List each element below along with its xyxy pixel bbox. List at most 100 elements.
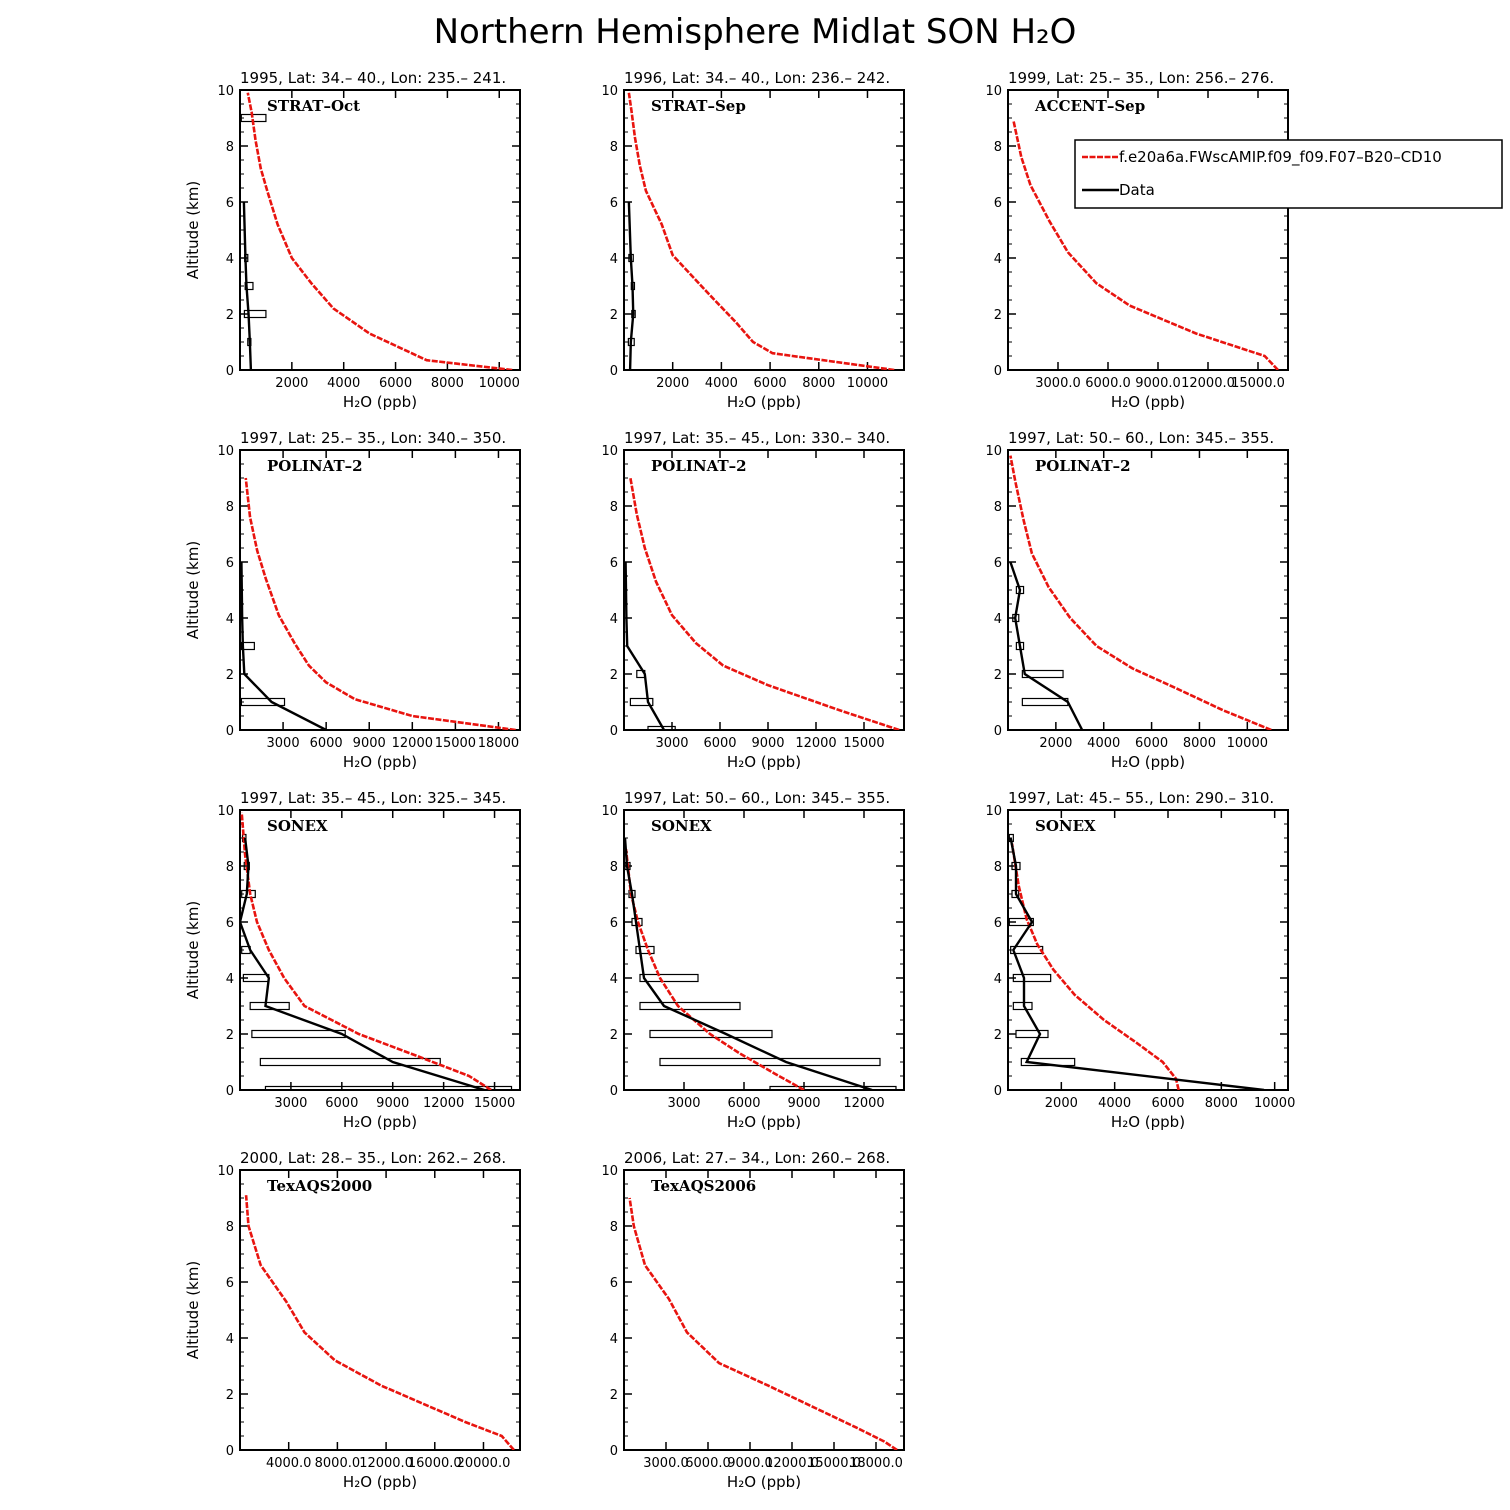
panel-title: 2000, Lat: 28.– 35., Lon: 262.– 268. <box>240 1149 506 1167</box>
x-tick-label: 9000 <box>376 1096 409 1111</box>
data-range-box <box>1012 1001 1033 1011</box>
x-axis-label: H₂O (ppb) <box>727 1113 801 1131</box>
x-tick-label: 3000 <box>274 1096 307 1111</box>
x-tick-label: 9000 <box>751 736 784 751</box>
data-range-box <box>249 1001 290 1011</box>
y-tick-label: 0 <box>610 364 618 379</box>
plot-area <box>624 477 900 730</box>
plot-area <box>627 92 895 370</box>
data-range-box <box>244 281 254 291</box>
y-tick-label: 6 <box>226 916 234 931</box>
x-tick-label: 15000 <box>474 1096 515 1111</box>
plot-frame <box>239 89 521 371</box>
y-tick-label: 6 <box>610 1276 618 1291</box>
legend-box <box>1074 139 1503 209</box>
x-tick-label: 12000.0 <box>1181 376 1235 391</box>
y-tick-label: 10 <box>985 804 1002 819</box>
x-tick-label: 9000.0 <box>727 1456 773 1471</box>
data-line <box>624 837 873 1090</box>
y-tick-label: 2 <box>610 308 618 323</box>
data-range-box <box>1015 1029 1049 1039</box>
model-line <box>244 477 516 730</box>
y-tick-label: 8 <box>994 860 1002 875</box>
y-tick-label: 10 <box>601 84 618 99</box>
y-tick-label: 8 <box>610 140 618 155</box>
y-tick-label: 4 <box>226 252 234 267</box>
x-tick-label: 10000 <box>479 376 520 391</box>
y-tick-label: 10 <box>217 444 234 459</box>
x-axis-label: H₂O (ppb) <box>1111 753 1185 771</box>
x-tick-label: 8000 <box>431 376 464 391</box>
data-range-box <box>259 1057 441 1067</box>
plot-frame <box>239 1169 521 1451</box>
x-tick-label: 2000 <box>1039 736 1072 751</box>
x-tick-label: 6000 <box>727 1096 760 1111</box>
x-axis-label: H₂O (ppb) <box>727 1473 801 1491</box>
y-tick-label: 6 <box>610 196 618 211</box>
y-tick-label: 8 <box>610 1220 618 1235</box>
panel-title: 1997, Lat: 25.– 35., Lon: 340.– 350. <box>240 429 506 447</box>
y-tick-label: 0 <box>226 364 234 379</box>
data-range-box <box>649 1029 773 1039</box>
legend-model-label: f.e20a6a.FWscAMIP.f09_f09.F07–B20–CD10 <box>1119 148 1442 167</box>
plot-area <box>1012 120 1279 370</box>
y-tick-label: 10 <box>985 444 1002 459</box>
y-tick-label: 2 <box>226 1388 234 1403</box>
data-range-box <box>1021 697 1069 707</box>
data-line <box>242 201 253 370</box>
x-tick-label: 6000 <box>754 376 787 391</box>
x-axis-label: H₂O (ppb) <box>1111 393 1185 411</box>
x-tick-label: 6000 <box>1151 1096 1184 1111</box>
panel-1: 1995, Lat: 34.– 40., Lon: 235.– 241. 0 2 4 6… <box>184 69 521 411</box>
plot-frame <box>623 1169 905 1451</box>
x-tick-label: 6000.0 <box>685 1456 731 1471</box>
y-tick-label: 8 <box>610 860 618 875</box>
y-axis-label: Altitude (km) <box>184 901 202 999</box>
x-axis-label: H₂O (ppb) <box>343 1113 417 1131</box>
x-tick-label: 9000 <box>353 736 386 751</box>
x-axis-label: H₂O (ppb) <box>343 393 417 411</box>
y-tick-label: 8 <box>226 1220 234 1235</box>
panel-5: 1997, Lat: 35.– 45., Lon: 330.– 340. 0 2 4 6… <box>601 429 905 771</box>
data-range-box <box>639 973 699 983</box>
y-tick-label: 10 <box>217 1164 234 1179</box>
campaign-label: SONEX <box>1035 817 1096 835</box>
data-range-box <box>639 1001 741 1011</box>
data-range-box <box>629 697 654 707</box>
y-tick-label: 6 <box>610 916 618 931</box>
y-tick-label: 0 <box>994 1084 1002 1099</box>
data-line <box>240 561 327 730</box>
plot-frame <box>623 809 905 1091</box>
model-line <box>244 1195 515 1450</box>
model-line <box>1010 843 1180 1090</box>
x-tick-label: 15000.0 <box>1231 376 1285 391</box>
y-tick-label: 6 <box>994 196 1002 211</box>
plot-frame <box>623 449 905 731</box>
plot-frame <box>623 89 905 371</box>
model-line <box>624 849 805 1090</box>
x-tick-label: 12000 <box>795 736 836 751</box>
data-range-box <box>240 697 286 707</box>
y-tick-label: 2 <box>994 1028 1002 1043</box>
x-axis-label: H₂O (ppb) <box>1111 1113 1185 1131</box>
data-range-box <box>769 1085 897 1090</box>
y-tick-label: 4 <box>994 972 1002 987</box>
x-tick-label: 2000 <box>275 376 308 391</box>
y-tick-label: 8 <box>226 140 234 155</box>
panel-title: 1996, Lat: 34.– 40., Lon: 236.– 242. <box>624 69 890 87</box>
model-line <box>246 92 513 370</box>
y-tick-label: 0 <box>226 1084 234 1099</box>
plot-frame <box>239 449 521 731</box>
y-tick-label: 0 <box>226 724 234 739</box>
data-line <box>240 837 485 1090</box>
model-line <box>628 1197 898 1450</box>
campaign-label: STRAT–Sep <box>651 97 746 115</box>
x-tick-label: 10000 <box>1254 1096 1295 1111</box>
campaign-label: POLINAT–2 <box>1035 457 1131 475</box>
y-tick-label: 4 <box>610 1332 618 1347</box>
x-tick-label: 9000.0 <box>1135 376 1181 391</box>
data-line <box>624 561 666 730</box>
x-tick-label: 6000.0 <box>1085 376 1131 391</box>
y-tick-label: 6 <box>226 556 234 571</box>
data-range-box <box>251 1029 346 1039</box>
